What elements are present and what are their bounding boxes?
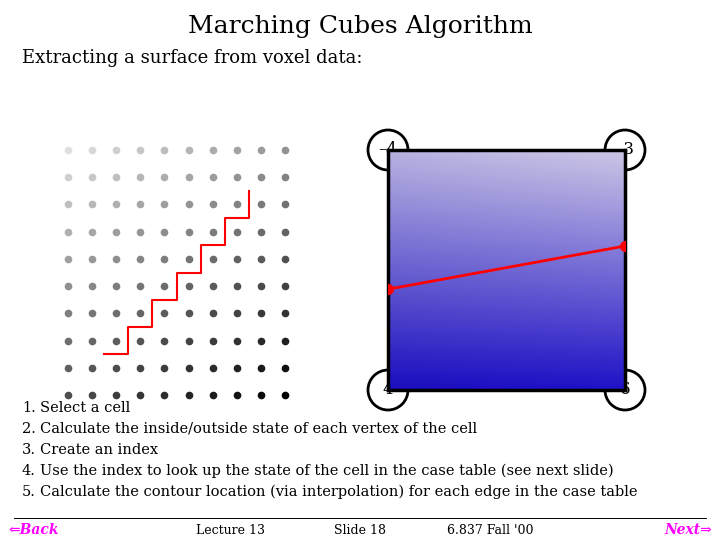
Text: Use the index to look up the state of the cell in the case table (see next slide: Use the index to look up the state of th…: [40, 464, 613, 478]
Text: Calculate the inside/outside state of each vertex of the cell: Calculate the inside/outside state of ea…: [40, 422, 477, 436]
Text: Extracting a surface from voxel data:: Extracting a surface from voxel data:: [22, 49, 362, 67]
Text: 4: 4: [383, 381, 393, 399]
Circle shape: [605, 370, 645, 410]
Text: Calculate the contour location (via interpolation) for each edge in the case tab: Calculate the contour location (via inte…: [40, 485, 637, 499]
Text: 1.: 1.: [22, 401, 36, 415]
Circle shape: [368, 130, 408, 170]
Text: 6: 6: [620, 381, 630, 399]
Text: 4.: 4.: [22, 464, 36, 478]
Circle shape: [368, 370, 408, 410]
Text: Slide 18: Slide 18: [334, 523, 386, 537]
Text: 2.: 2.: [22, 422, 36, 436]
Text: 5.: 5.: [22, 485, 36, 499]
Text: Lecture 13: Lecture 13: [196, 523, 264, 537]
Text: –4: –4: [379, 141, 397, 159]
Text: Create an index: Create an index: [40, 443, 158, 457]
Text: –3: –3: [616, 141, 634, 159]
Circle shape: [605, 130, 645, 170]
Text: ⇐Back: ⇐Back: [8, 523, 58, 537]
Text: 3.: 3.: [22, 443, 36, 457]
Text: 6.837 Fall '00: 6.837 Fall '00: [446, 523, 534, 537]
Text: Marching Cubes Algorithm: Marching Cubes Algorithm: [188, 16, 532, 38]
Text: Next⇒: Next⇒: [665, 523, 712, 537]
Text: Select a cell: Select a cell: [40, 401, 130, 415]
